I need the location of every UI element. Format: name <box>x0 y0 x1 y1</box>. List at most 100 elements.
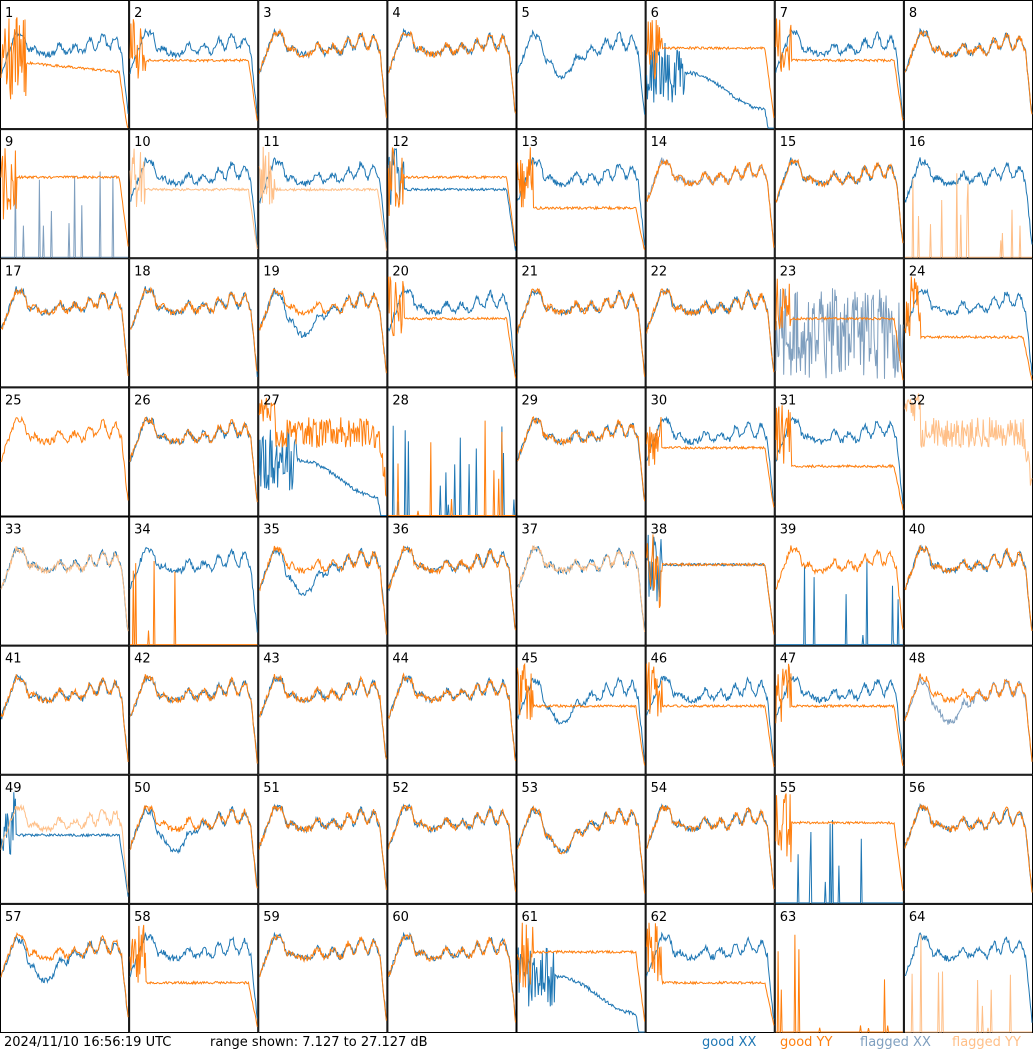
trace-yy <box>129 924 258 1027</box>
trace-yy <box>517 416 646 502</box>
panel-24: 24 <box>903 258 1033 388</box>
panel-7: 7 <box>774 0 904 130</box>
panel-35: 35 <box>258 516 388 646</box>
trace-xx <box>517 29 646 115</box>
trace-yy <box>130 560 258 646</box>
panel-frame <box>129 387 259 517</box>
legend-flagged-xx: flagged XX <box>860 1035 931 1050</box>
panel-label: 43 <box>263 652 280 667</box>
trace-yy <box>388 420 516 516</box>
trace-yy <box>0 17 129 129</box>
legend-flagged-yy: flagged YY <box>952 1035 1021 1050</box>
panel-38: 38 <box>645 516 775 646</box>
trace-yy <box>775 934 903 1033</box>
panel-label: 57 <box>5 910 22 925</box>
trace-xx <box>517 156 646 246</box>
trace-xx <box>775 560 903 646</box>
panel-label: 15 <box>780 135 797 150</box>
trace-yy <box>646 159 775 248</box>
panel-frame <box>645 387 775 517</box>
panel-label: 33 <box>5 523 22 538</box>
panel-22: 22 <box>645 258 775 388</box>
trace-yy <box>258 674 387 760</box>
panel-51: 51 <box>258 774 388 904</box>
panel-label: 54 <box>651 781 668 796</box>
panel-62: 62 <box>645 903 775 1033</box>
legend-good-xx: good XX <box>702 1035 757 1050</box>
trace-yy <box>129 148 258 250</box>
panel-label: 5 <box>522 6 530 21</box>
trace-yy <box>646 416 775 508</box>
panel-30: 30 <box>645 387 775 517</box>
trace-yy <box>259 934 387 1021</box>
panel-label: 2 <box>134 6 142 21</box>
panel-28: 28 <box>387 387 517 517</box>
trace-yy <box>0 674 129 762</box>
trace-yy <box>775 278 904 381</box>
panel-frame <box>129 258 259 388</box>
trace-xx <box>775 675 904 760</box>
panel-frame <box>516 129 646 259</box>
panel-2: 2 <box>129 0 259 130</box>
legend-good-yy: good YY <box>780 1035 833 1050</box>
panel-48: 48 <box>903 645 1033 775</box>
panel-label: 61 <box>522 910 539 925</box>
trace-yy <box>387 276 516 379</box>
trace-yy <box>517 805 646 894</box>
panel-label: 27 <box>263 393 280 408</box>
panel-42: 42 <box>129 645 259 775</box>
trace-yy <box>517 922 646 1022</box>
trace-yy <box>0 546 129 632</box>
panel-frame <box>516 516 646 646</box>
panel-label: 60 <box>392 910 409 925</box>
trace-xx <box>258 157 387 242</box>
panel-label: 28 <box>392 393 409 408</box>
panel-label: 10 <box>134 135 151 150</box>
panel-3: 3 <box>258 0 388 130</box>
panel-frame <box>774 903 904 1033</box>
panel-32: 32 <box>903 387 1033 517</box>
panel-50: 50 <box>129 774 259 904</box>
panel-frame <box>516 0 646 130</box>
panel-frame <box>774 645 904 775</box>
panel-frame <box>258 645 388 775</box>
panel-label: 52 <box>392 781 409 796</box>
panel-44: 44 <box>387 645 517 775</box>
trace-yy <box>904 173 1032 258</box>
panel-43: 43 <box>258 645 388 775</box>
trace-yy <box>775 793 904 891</box>
trace-xx <box>646 42 774 129</box>
panel-label: 12 <box>392 135 409 150</box>
panel-label: 63 <box>780 910 797 925</box>
panel-label: 50 <box>134 781 151 796</box>
trace-xx <box>904 676 1033 762</box>
panel-label: 23 <box>780 264 797 279</box>
panel-label: 34 <box>134 523 151 538</box>
trace-yy <box>258 288 387 374</box>
panel-frame <box>258 516 388 646</box>
trace-yy <box>387 545 516 631</box>
panel-label: 18 <box>134 264 151 279</box>
panel-label: 31 <box>780 393 797 408</box>
panel-frame <box>516 387 646 517</box>
panel-label: 62 <box>651 910 668 925</box>
panel-frame <box>0 258 130 388</box>
panel-label: 30 <box>651 393 668 408</box>
panel-47: 47 <box>774 645 904 775</box>
panel-label: 9 <box>5 135 13 150</box>
trace-xx <box>517 676 646 763</box>
panel-36: 36 <box>387 516 517 646</box>
trace-yy <box>904 673 1033 762</box>
trace-xx <box>646 416 775 503</box>
panel-label: 46 <box>651 652 668 667</box>
trace-yy <box>775 158 904 244</box>
panel-58: 58 <box>129 903 259 1033</box>
panel-15: 15 <box>774 129 904 259</box>
trace-yy <box>0 287 129 376</box>
trace-xx <box>129 546 258 633</box>
panel-label: 45 <box>522 652 539 667</box>
panel-frame <box>774 387 904 517</box>
trace-xx <box>129 27 258 116</box>
range-label: range shown: 7.127 to 27.127 dB <box>210 1035 428 1050</box>
panel-31: 31 <box>774 387 904 517</box>
